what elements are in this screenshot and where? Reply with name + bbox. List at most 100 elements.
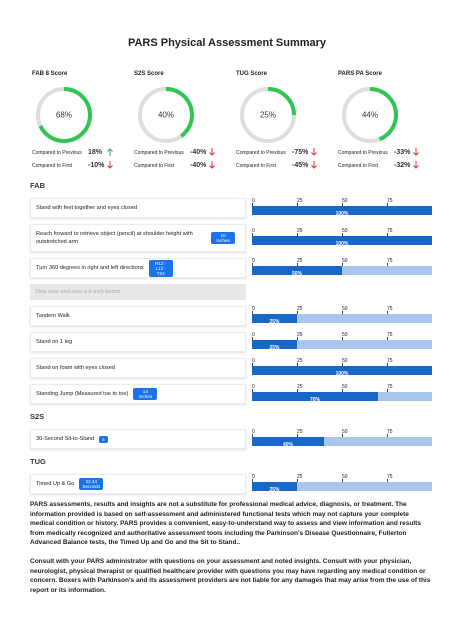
bar-fill: [252, 314, 297, 323]
bar-tick-label: 75: [387, 198, 393, 204]
item-badge: 4: [99, 435, 108, 443]
trend-arrow-icon: [311, 161, 317, 169]
score-label: FAB 8 Score: [32, 71, 68, 77]
item-badge: R12 - L12 - T24: [148, 259, 173, 277]
bar-tick: [387, 311, 388, 315]
bar-tick-label: 75: [387, 258, 393, 264]
bar-tick: [342, 263, 343, 267]
trend-arrow: [413, 161, 419, 169]
page-title: PARS Physical Assessment Summary: [127, 37, 327, 49]
bar-value-label: 25%: [269, 344, 280, 351]
trend-arrow: [107, 148, 113, 156]
bar-tick: [252, 233, 253, 237]
bar-tick: [342, 337, 343, 341]
trend-arrow-icon: [209, 148, 215, 156]
comparison-value: -75%: [292, 149, 309, 156]
score-donut: 44%: [342, 87, 398, 143]
item-label: Stand on foam with eyes closed: [36, 365, 115, 371]
bar-tick-label: 75: [387, 306, 393, 312]
trend-arrow-icon: [413, 148, 419, 156]
bar-tick-label: 25: [297, 429, 303, 435]
item-row: Tandem Walk: [30, 306, 246, 326]
item-label: Stand with feet together and eyes closed: [36, 205, 138, 211]
bar-tick: [252, 363, 253, 367]
bar-tick-label: 75: [387, 474, 393, 480]
bar-value-label: 100%: [335, 370, 349, 377]
bar-tick: [297, 337, 298, 341]
comparison-label: Compared to Previous: [134, 150, 184, 156]
donut-label: 25%: [260, 111, 276, 120]
bar-tick: [387, 337, 388, 341]
bar-tick-label: 25: [297, 258, 303, 264]
section-heading: TUG: [30, 457, 46, 466]
bar-value-label: 25%: [269, 486, 280, 493]
comparison-label: Compared to Previous: [338, 150, 388, 156]
bar-tick: [387, 434, 388, 438]
bar-tick: [342, 233, 343, 237]
disclaimer-paragraph: PARS assessments, results and insights a…: [30, 501, 421, 547]
bar-tick-label: 75: [387, 228, 393, 234]
bar-value-label: 100%: [335, 240, 349, 247]
item-row: Stand on 1 leg: [30, 332, 246, 352]
bar-tick-label: 0: [252, 198, 255, 204]
bar-value-label: 25%: [269, 318, 280, 325]
bar-tick: [387, 263, 388, 267]
bar-tick: [297, 311, 298, 315]
bar-tick-label: 75: [387, 358, 393, 364]
bar-tick: [342, 434, 343, 438]
bar-tick-label: 50: [342, 228, 348, 234]
bar-tick-label: 0: [252, 228, 255, 234]
trend-arrow-icon: [209, 161, 215, 169]
item-label: Turn 360 degrees in right and left direc…: [36, 265, 144, 271]
item-row: Stand on foam with eyes closed: [30, 358, 246, 378]
bar-tick: [252, 337, 253, 341]
trend-arrow-icon: [107, 161, 113, 169]
comparison-label: Compared to First: [338, 163, 379, 169]
bar-tick-label: 50: [342, 258, 348, 264]
item-badge: 10 Inches: [211, 232, 235, 244]
comparison-label: Compared to Previous: [32, 150, 82, 156]
bar-tick: [252, 479, 253, 483]
bar-tick-label: 0: [252, 258, 255, 264]
item-row: Turn 360 degrees in right and left direc…: [30, 258, 246, 278]
trend-arrow: [311, 148, 317, 156]
comparison-value: 18%: [88, 149, 103, 156]
item-label: Standing Jump (Measured toe to toe): [36, 391, 129, 397]
item-label: Tandem Walk: [36, 313, 70, 319]
bar-tick-label: 50: [342, 358, 348, 364]
bar-tick: [297, 479, 298, 483]
comparison-value: -33%: [394, 149, 411, 156]
disclaimer-paragraph: Consult with your PARS administrator wit…: [30, 558, 431, 594]
trend-arrow-icon: [107, 148, 113, 156]
bar-fill: [252, 206, 432, 215]
trend-arrow: [209, 148, 215, 156]
bar-tick: [387, 233, 388, 237]
bar-value-label: 100%: [335, 210, 349, 217]
item-row: Timed Up & Go 22.44 Seconds: [30, 474, 246, 494]
bar-tick: [297, 263, 298, 267]
item-label: 30-Second Sit-to-Stand: [36, 436, 95, 442]
item-label: Stand on 1 leg: [36, 339, 73, 345]
donut-arc: [342, 87, 398, 143]
score-donut: 68%: [36, 87, 92, 143]
comparison-label: Compared to First: [32, 163, 73, 169]
bar-tick-label: 0: [252, 429, 255, 435]
bar-tick: [252, 263, 253, 267]
bar-fill: [252, 392, 378, 401]
bar-tick: [387, 479, 388, 483]
item-badge: 22.44 Seconds: [79, 478, 104, 490]
bar-value-label: 50%: [291, 270, 302, 277]
bar-track: [252, 340, 432, 349]
item-row: Step onto and over a 6-inch bench: [30, 284, 246, 300]
score-label: TUG Score: [236, 71, 268, 77]
donut-label: 40%: [158, 111, 174, 120]
score-label: PARS PA Score: [338, 71, 382, 77]
trend-arrow: [311, 161, 317, 169]
bar-tick-label: 50: [342, 306, 348, 312]
bar-tick-label: 50: [342, 384, 348, 390]
bar-tick-label: 0: [252, 474, 255, 480]
bar-tick: [252, 311, 253, 315]
bar-tick-label: 25: [297, 306, 303, 312]
bar-tick-label: 25: [297, 358, 303, 364]
